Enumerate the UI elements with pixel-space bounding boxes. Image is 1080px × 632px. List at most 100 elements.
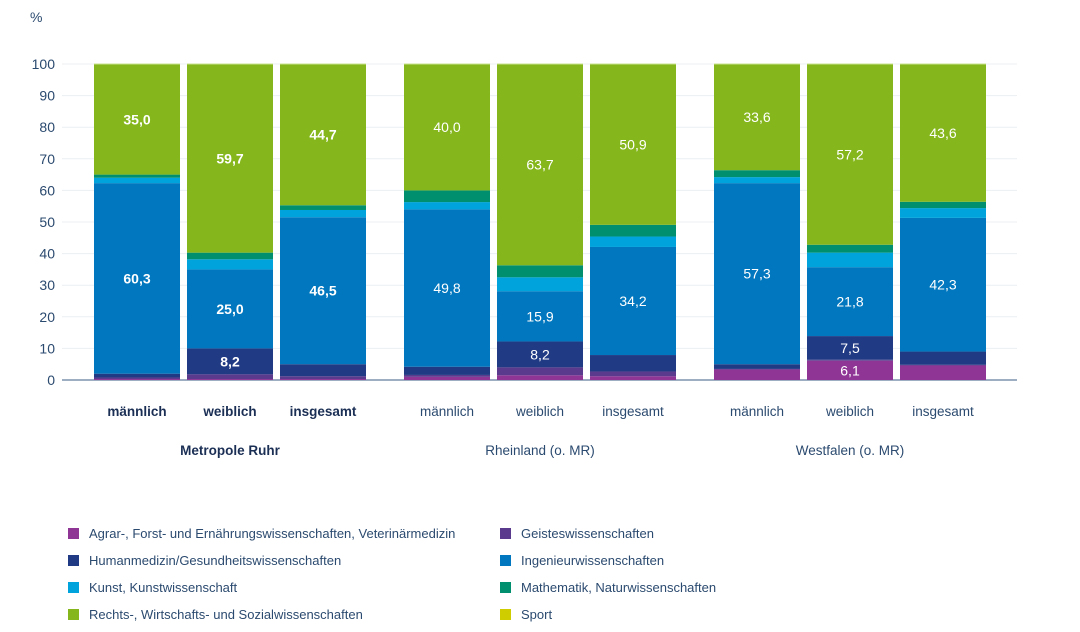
bar-segment [187, 374, 273, 380]
bar-segment [590, 376, 676, 380]
bar-segment [590, 64, 676, 225]
bar-segment [497, 367, 583, 376]
x-category-label: weiblich [825, 404, 874, 419]
bar-Metropole Ruhr-insgesamt [280, 63, 366, 380]
y-tick-label: 0 [47, 372, 55, 388]
legend-item: Humanmedizin/Gesundheitswissenschaften [68, 551, 500, 570]
bar-segment [497, 375, 583, 380]
x-group-label: Rheinland (o. MR) [485, 443, 595, 458]
y-tick-label: 90 [39, 88, 55, 104]
x-category-label: weiblich [202, 404, 256, 419]
data-label: 42,3 [929, 277, 956, 293]
bar-segment [590, 355, 676, 372]
bar-segment [900, 364, 986, 366]
bar-segment [280, 364, 366, 377]
y-axis-ticks: 0 10 20 30 40 50 60 70 80 90 100 [32, 56, 56, 388]
bar-segment [94, 64, 180, 175]
bar-segment [900, 217, 986, 352]
bar-segment [714, 170, 800, 178]
bar-segment [590, 224, 676, 237]
legend-swatch [500, 555, 511, 566]
y-tick-label: 70 [39, 151, 55, 167]
bar-segment [807, 252, 893, 268]
x-axis-groups: Metropole Ruhr Rheinland (o. MR) Westfalen… [180, 443, 904, 458]
bar-segment [94, 177, 180, 184]
data-labels: 60,3 35,0 8,2 25,0 59,7 46,5 44,7 49,8 40,0 8,2 15… [123, 109, 956, 378]
legend-swatch [68, 528, 79, 539]
bar-segment [900, 351, 986, 365]
bar-Metropole Ruhr-männlich [94, 63, 180, 380]
bar-segment [404, 202, 490, 210]
y-tick-label: 30 [39, 277, 55, 293]
data-label: 33,6 [743, 109, 770, 125]
legend-label: Agrar-, Forst- und Ernährungswissenschaf… [89, 526, 456, 541]
bar-segment [497, 341, 583, 368]
data-label: 7,5 [840, 340, 860, 356]
data-label: 34,2 [619, 293, 646, 309]
y-tick-label: 80 [39, 119, 55, 135]
legend-item: Kunst, Kunstwissenschaft [68, 578, 500, 597]
bar-segment [807, 360, 893, 380]
x-category-label: insgesamt [602, 404, 664, 419]
bar-segment [807, 64, 893, 245]
legend-label: Geisteswissenschaften [521, 526, 654, 541]
bar-segment [280, 379, 366, 380]
legend-swatch [68, 582, 79, 593]
bar-segment [497, 291, 583, 342]
bar-segment [404, 374, 490, 377]
data-label: 44,7 [309, 127, 336, 143]
bar-segment [714, 364, 800, 369]
bar-segment [714, 183, 800, 365]
bar-Rheinland (o. MR)-insgesamt [590, 63, 676, 380]
y-tick-label: 50 [39, 214, 55, 230]
bar-segment [187, 379, 273, 380]
legend-item: Mathematik, Naturwissenschaften [500, 578, 760, 597]
bar-segment [590, 236, 676, 247]
x-category-label: männlich [107, 404, 166, 419]
bar-Westfalen (o. MR)-weiblich [807, 63, 893, 380]
legend-swatch [500, 609, 511, 620]
legend-label: Humanmedizin/Gesundheitswissenschaften [89, 553, 342, 568]
y-tick-label: 60 [39, 182, 55, 198]
bar-segment [714, 177, 800, 184]
x-category-label: männlich [730, 404, 784, 419]
legend-label: Ingenieurwissenschaften [521, 553, 665, 568]
legend-swatch [68, 555, 79, 566]
legend-item: Agrar-, Forst- und Ernährungswissenschaf… [68, 524, 500, 543]
bar-segment [404, 209, 490, 367]
bar-segment [94, 373, 180, 378]
bars [94, 63, 986, 380]
data-label: 63,7 [526, 157, 553, 173]
bar-segment [280, 209, 366, 218]
legend-label: Sport [521, 607, 553, 622]
bar-segment [280, 376, 366, 380]
bar-segment [404, 190, 490, 203]
bar-Rheinland (o. MR)-männlich [404, 63, 490, 380]
bar-segment [714, 64, 800, 171]
y-axis-unit-label: % [30, 9, 42, 25]
x-category-label: weiblich [515, 404, 564, 419]
bar-segment [900, 365, 986, 380]
data-label: 46,5 [309, 283, 336, 299]
bar-segment [94, 379, 180, 380]
x-category-label: insgesamt [912, 404, 974, 419]
data-label: 35,0 [123, 111, 150, 127]
bar-segment [404, 64, 490, 191]
bar-segment [807, 359, 893, 361]
bar-segment [714, 368, 800, 370]
bar-segment [714, 369, 800, 380]
bar-segment [900, 64, 986, 202]
legend-item: Ingenieurwissenschaften [500, 551, 760, 570]
data-label: 50,9 [619, 136, 646, 152]
bar-Metropole Ruhr-weiblich [187, 63, 273, 380]
legend-label: Rechts-, Wirtschafts- und Sozialwissensc… [89, 607, 363, 622]
bar-segment [404, 366, 490, 375]
data-label: 21,8 [836, 294, 863, 310]
bar-segment [280, 205, 366, 210]
data-label: 60,3 [123, 270, 150, 286]
x-group-label: Metropole Ruhr [180, 443, 280, 458]
y-tick-label: 40 [39, 246, 55, 262]
bar-segment [590, 371, 676, 377]
bar-segment [900, 201, 986, 209]
bar-segment [187, 252, 273, 260]
